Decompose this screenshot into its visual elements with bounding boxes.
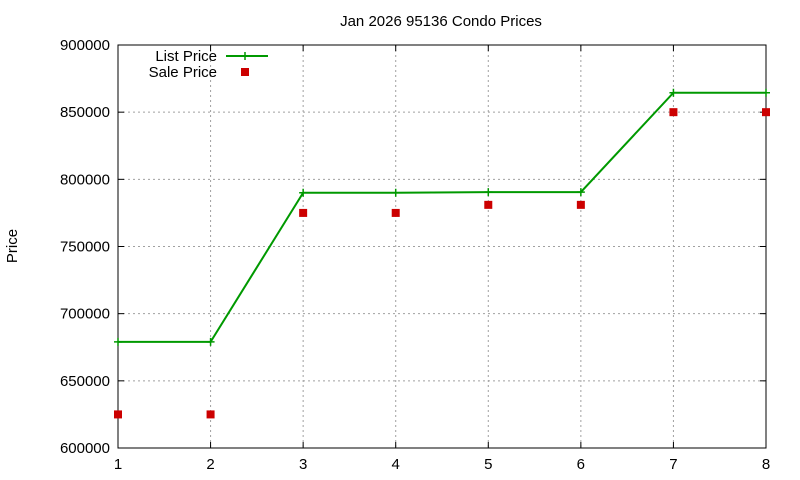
y-tick-label: 850000 (60, 104, 110, 121)
y-axis-label: Price (4, 229, 21, 263)
list-price-point (391, 188, 400, 197)
list-price-point (576, 188, 585, 197)
sale-price-point (762, 108, 770, 117)
x-tick-label: 1 (114, 456, 122, 473)
sale-price-point (391, 208, 400, 217)
x-tick-label: 8 (762, 456, 770, 473)
x-tick-label: 7 (669, 456, 677, 473)
grid (118, 45, 766, 448)
y-tick-label: 800000 (60, 171, 110, 188)
list-price-point (206, 337, 215, 346)
legend-marker-list-price (241, 52, 249, 60)
y-tick-label: 650000 (60, 373, 110, 390)
legend-label-list-price: List Price (155, 48, 217, 65)
x-tick-label: 6 (577, 456, 585, 473)
sale-price-point (114, 410, 122, 419)
x-tick-label: 3 (299, 456, 307, 473)
x-axis-ticks: 1 2 3 4 5 6 7 8 (114, 45, 770, 473)
x-tick-label: 5 (484, 456, 492, 473)
legend-marker-sale-price (241, 68, 249, 76)
y-tick-label: 700000 (60, 306, 110, 323)
list-price-point (762, 88, 770, 97)
chart-title: Jan 2026 95136 Condo Prices (340, 13, 542, 30)
series (114, 88, 770, 419)
x-tick-label: 2 (206, 456, 214, 473)
list-price-point (114, 337, 122, 346)
y-tick-label: 750000 (60, 239, 110, 256)
sale-price-point (669, 108, 678, 117)
y-tick-label: 900000 (60, 37, 110, 54)
x-tick-label: 4 (392, 456, 400, 473)
list-price-point (669, 88, 678, 97)
sale-price-point (299, 208, 308, 217)
y-axis-ticks: 600000 650000 700000 750000 800000 850000 9000… (60, 37, 766, 457)
sale-price-point (576, 200, 585, 209)
sale-price-point (206, 410, 215, 419)
sale-price-point (484, 200, 493, 209)
list-price-point (299, 188, 308, 197)
list-price-line (118, 91, 766, 343)
y-tick-label: 600000 (60, 440, 110, 457)
list-price-point (484, 188, 493, 197)
legend-label-sale-price: Sale Price (149, 64, 217, 81)
